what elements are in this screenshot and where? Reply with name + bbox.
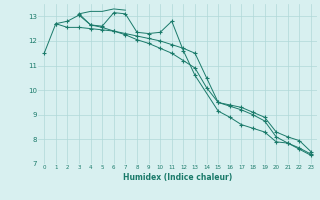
X-axis label: Humidex (Indice chaleur): Humidex (Indice chaleur) xyxy=(123,173,232,182)
